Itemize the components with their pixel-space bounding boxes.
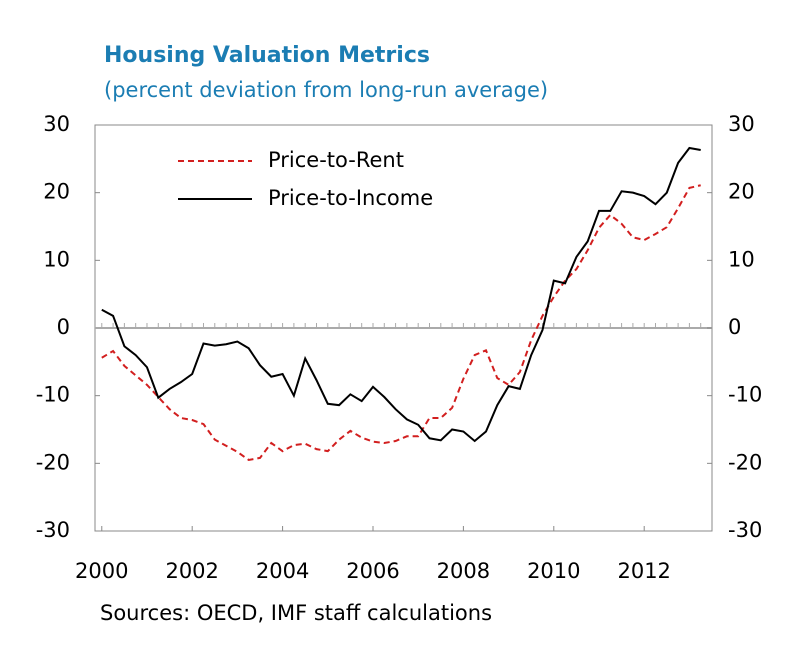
series-line bbox=[101, 146, 701, 443]
y-tick-label: -30 bbox=[36, 518, 70, 542]
legend-label: Price-to-Rent bbox=[268, 148, 404, 172]
y2-tick-label: -30 bbox=[728, 518, 762, 542]
y-tick-label: -20 bbox=[36, 450, 70, 474]
x-tick-label: 2010 bbox=[527, 559, 580, 583]
y-tick-label: -10 bbox=[36, 383, 70, 407]
chart-title: Housing Valuation Metrics bbox=[104, 43, 430, 68]
legend-label: Price-to-Income bbox=[268, 186, 433, 210]
y2-tick-label: 30 bbox=[728, 112, 755, 136]
y2-tick-label: 0 bbox=[728, 315, 741, 339]
y-tick-label: 30 bbox=[43, 112, 70, 136]
x-tick-label: 2008 bbox=[437, 559, 490, 583]
y2-tick-label: -10 bbox=[728, 383, 762, 407]
x-tick-label: 2000 bbox=[75, 559, 128, 583]
x-tick-label: 2004 bbox=[256, 559, 309, 583]
chart-subtitle: (percent deviation from long-run average… bbox=[104, 78, 548, 102]
y2-tick-label: 10 bbox=[728, 247, 755, 271]
y-tick-label: 0 bbox=[57, 315, 70, 339]
x-tick-label: 2012 bbox=[617, 559, 670, 583]
x-tick-label: 2006 bbox=[346, 559, 399, 583]
source-note: Sources: OECD, IMF staff calculations bbox=[100, 601, 492, 625]
y2-tick-label: 20 bbox=[728, 180, 755, 204]
y-tick-label: 20 bbox=[43, 180, 70, 204]
series-line bbox=[101, 184, 701, 462]
y-tick-label: 10 bbox=[43, 247, 70, 271]
x-tick-label: 2002 bbox=[165, 559, 218, 583]
y2-tick-label: -20 bbox=[728, 450, 762, 474]
